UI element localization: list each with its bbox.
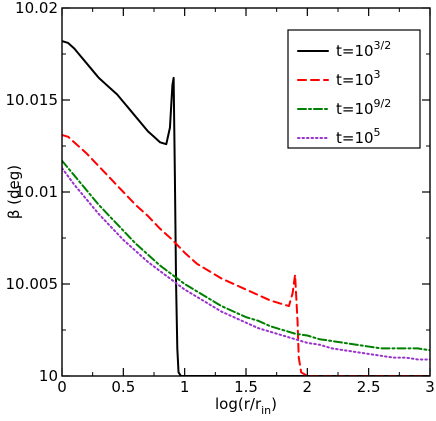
x-tick-label: 3 [425, 378, 435, 396]
series-line-2 [62, 133, 430, 376]
legend-label-base: t=10 [336, 71, 374, 89]
x-tick-label: 2.5 [357, 378, 381, 396]
y-tick-label: 10.02 [15, 0, 58, 17]
ticks-layer: 0 0.5 1 1.5 2 2.5 3 10 10.005 10.01 10.015 10.02 [6, 0, 435, 396]
x-tick-label: 2 [303, 378, 313, 396]
series-line-4 [62, 167, 430, 361]
legend-box [287, 29, 421, 149]
y-tick-label: 10 [39, 367, 58, 385]
x-tick-label: 1 [180, 378, 190, 396]
legend-label-1: t=103/2 [336, 39, 391, 60]
legend-label-4: t=105 [336, 126, 381, 147]
x-axis-title-sub: in [261, 404, 271, 417]
series-line-3 [62, 159, 430, 352]
x-axis-label: log(r/rin) [215, 395, 277, 417]
legend-label-exp: 5 [374, 126, 381, 139]
y-axis-title: β (deg) [5, 165, 23, 219]
y-axis-label: β (deg) [5, 165, 23, 219]
legend-label-exp: 9/2 [374, 97, 392, 110]
legend-label-2: t=103 [336, 68, 381, 89]
x-axis-title-end: ) [271, 395, 277, 413]
x-tick-label: 0 [57, 378, 67, 396]
series-layer [62, 40, 430, 376]
y-tick-label: 10.015 [6, 91, 59, 109]
legend-label-base: t=10 [336, 42, 374, 60]
x-tick-label: 1.5 [234, 378, 258, 396]
legend-label-base: t=10 [336, 129, 374, 147]
legend-label-exp: 3 [374, 68, 381, 81]
legend-label-3: t=109/2 [336, 97, 391, 118]
y-tick-label: 10.01 [15, 183, 58, 201]
x-axis-title-main: log(r/r [215, 395, 262, 413]
y-tick-label: 10.005 [6, 275, 59, 293]
x-tick-label: 0.5 [111, 378, 135, 396]
x-axis-title: log(r/rin) [215, 395, 277, 417]
series-line-1 [62, 40, 430, 376]
legend-label-base: t=10 [336, 100, 374, 118]
legend-label-exp: 3/2 [374, 39, 392, 52]
